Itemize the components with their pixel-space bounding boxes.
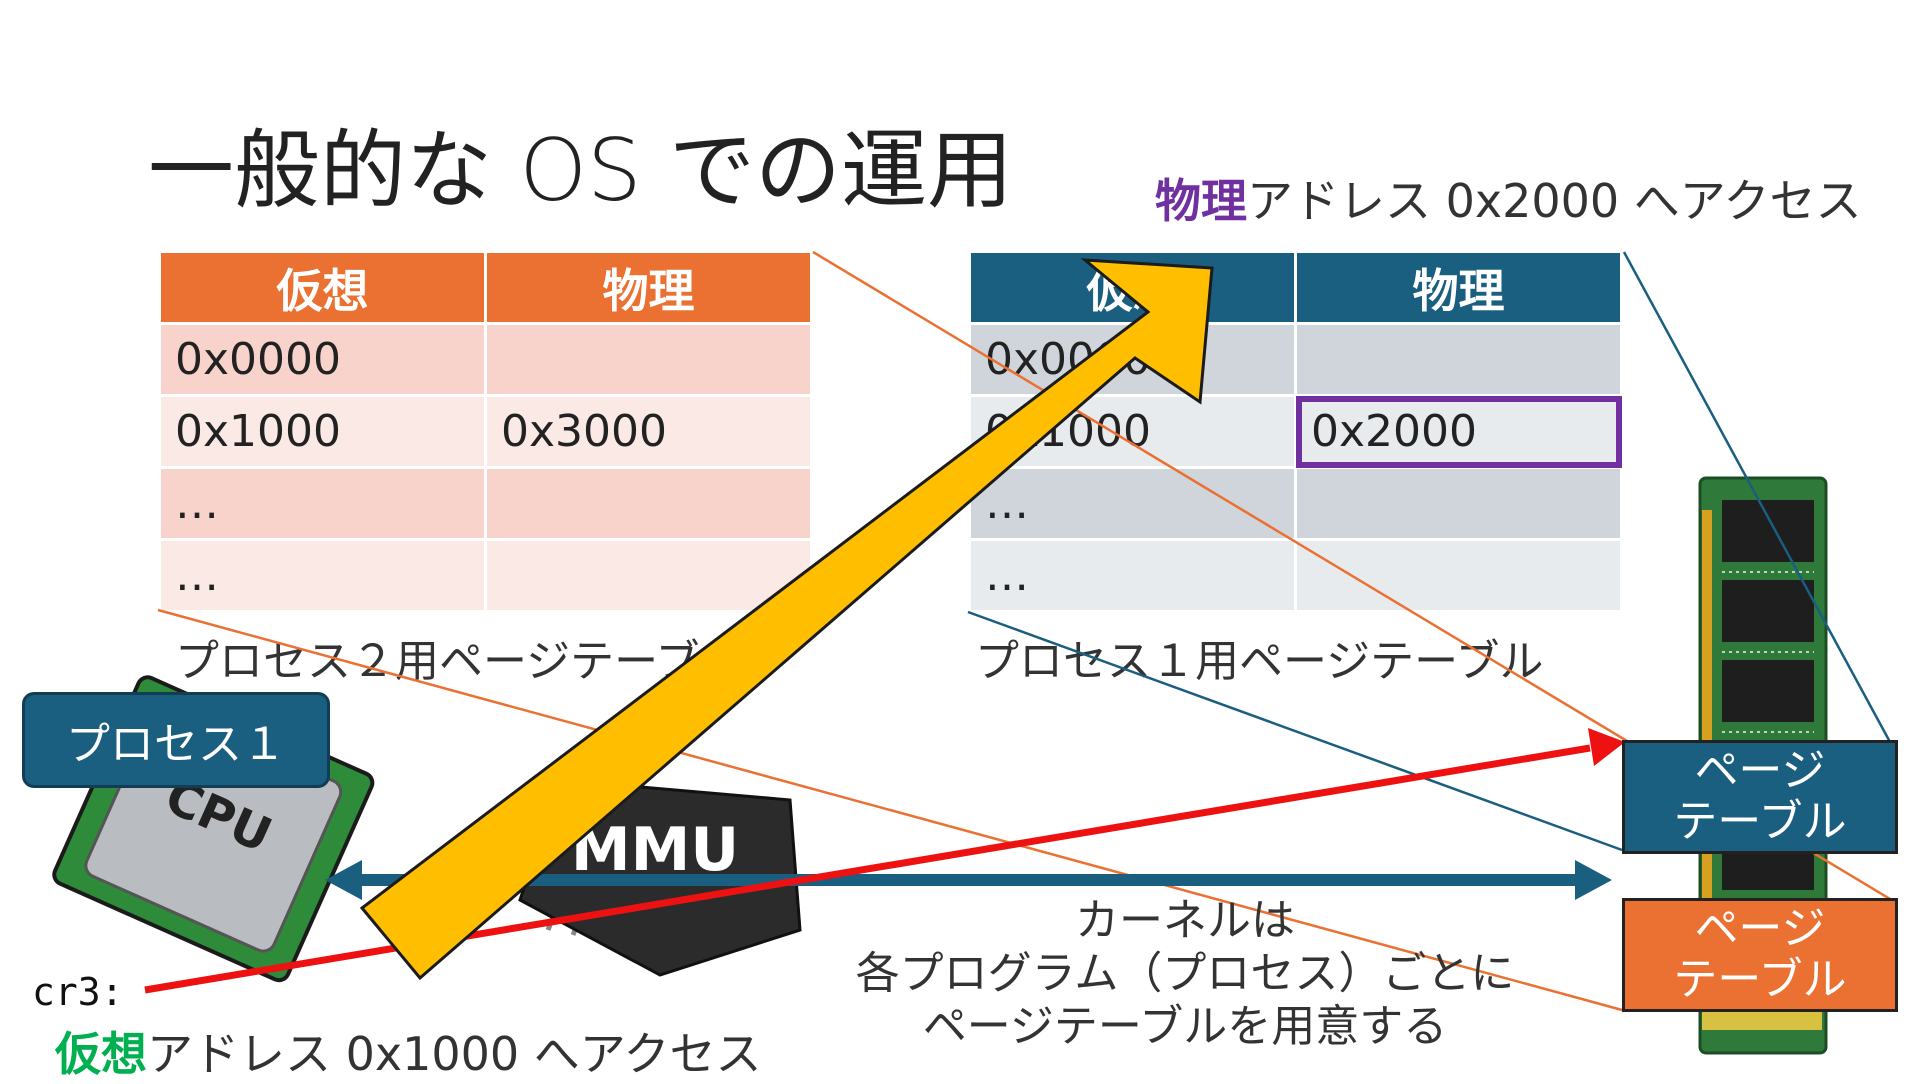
cell bbox=[1294, 538, 1623, 613]
page-table-orange-box: ページ テーブル bbox=[1622, 898, 1898, 1012]
table-row: … bbox=[158, 466, 813, 541]
page-table-line2: テーブル bbox=[1673, 796, 1847, 847]
table-row: 0x0000 bbox=[158, 322, 813, 397]
table-row: … bbox=[968, 466, 1623, 541]
bidirectional-arrow bbox=[325, 860, 1612, 900]
page-table-line1: ページ bbox=[1694, 745, 1826, 797]
highlighted-physical-cell: 0x2000 bbox=[1294, 394, 1623, 469]
cell bbox=[1294, 322, 1623, 397]
cell bbox=[484, 466, 813, 541]
cell: … bbox=[968, 466, 1297, 541]
slide-title: 一般的な OS での運用 bbox=[148, 121, 1013, 221]
process2-table-caption: プロセス２用ページテーブル bbox=[175, 636, 744, 687]
cell bbox=[1294, 466, 1623, 541]
table-row: 0x1000 0x3000 bbox=[158, 394, 813, 469]
page-table-line2: テーブル bbox=[1673, 954, 1847, 1005]
cell bbox=[484, 538, 813, 613]
table-row: … bbox=[968, 538, 1623, 613]
translation-arrow bbox=[359, 258, 1214, 981]
cr3-label: cr3: bbox=[32, 970, 124, 1014]
virtual-emph: 仮想 bbox=[55, 1027, 147, 1081]
cell: … bbox=[968, 538, 1297, 613]
kernel-note-line: ページテーブルを用意する bbox=[922, 1000, 1448, 1052]
physical-address-note: 物理アドレス 0x2000 へアクセス bbox=[1155, 165, 1862, 231]
process1-table-caption: プロセス１用ページテーブル bbox=[975, 636, 1544, 687]
virtual-rest: アドレス 0x1000 へアクセス bbox=[147, 1027, 762, 1081]
cell: 0x0000 bbox=[158, 322, 487, 397]
cell: 0x1000 bbox=[158, 394, 487, 469]
cell: 0x3000 bbox=[484, 394, 813, 469]
kernel-note-line: カーネルは bbox=[1075, 895, 1295, 946]
physical-rest: アドレス 0x2000 へアクセス bbox=[1247, 174, 1862, 228]
cell bbox=[484, 322, 813, 397]
cell: … bbox=[158, 538, 487, 613]
physical-emph: 物理 bbox=[1155, 174, 1247, 228]
kernel-note: カーネルは 各プログラム（プロセス）ごとに ページテーブルを用意する bbox=[745, 895, 1625, 1053]
cell: … bbox=[158, 466, 487, 541]
page-table-line1: ページ bbox=[1694, 903, 1826, 955]
table-header-physical: 物理 bbox=[484, 250, 813, 325]
cr3-pointer-arrow bbox=[144, 728, 1625, 994]
mmu-label: MMU bbox=[571, 815, 739, 885]
process1-page-table: 仮想 物理 0x0000 0x1000 0x2000 … … bbox=[968, 250, 1623, 613]
virtual-address-note: 仮想アドレス 0x1000 へアクセス bbox=[55, 1018, 762, 1084]
table-row: … bbox=[158, 538, 813, 613]
table-header-virtual: 仮想 bbox=[158, 250, 487, 325]
table-header-physical: 物理 bbox=[1294, 250, 1623, 325]
process2-page-table: 仮想 物理 0x0000 0x1000 0x3000 … … bbox=[158, 250, 813, 613]
process1-label: プロセス１ bbox=[22, 692, 330, 788]
page-table-blue-box: ページ テーブル bbox=[1622, 740, 1898, 854]
kernel-note-line: 各プログラム（プロセス）ごとに bbox=[855, 947, 1515, 999]
